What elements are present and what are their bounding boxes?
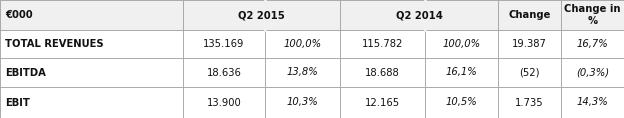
Text: Change in
%: Change in % (564, 4, 621, 26)
Text: Q2 2014: Q2 2014 (396, 10, 442, 20)
Text: (52): (52) (519, 67, 540, 78)
Text: 14,3%: 14,3% (577, 97, 608, 107)
Text: 16,7%: 16,7% (577, 39, 608, 49)
Bar (0, 58, 624, 87)
Text: 13,8%: 13,8% (286, 67, 318, 78)
Bar (0, 87, 624, 118)
Bar (0, 0, 624, 30)
Text: 10,5%: 10,5% (446, 97, 477, 107)
Text: 13.900: 13.900 (207, 97, 241, 107)
Text: TOTAL REVENUES: TOTAL REVENUES (5, 39, 104, 49)
Text: 1.735: 1.735 (515, 97, 544, 107)
Text: 100,0%: 100,0% (283, 39, 321, 49)
Text: 10,3%: 10,3% (286, 97, 318, 107)
Text: 18.688: 18.688 (365, 67, 400, 78)
Text: Q2 2015: Q2 2015 (238, 10, 285, 20)
Text: (0,3%): (0,3%) (576, 67, 609, 78)
Text: EBIT: EBIT (5, 97, 30, 107)
Text: 100,0%: 100,0% (442, 39, 480, 49)
Text: EBITDA: EBITDA (5, 67, 46, 78)
Text: €000: €000 (5, 10, 32, 20)
Text: 115.782: 115.782 (362, 39, 403, 49)
Text: 18.636: 18.636 (207, 67, 241, 78)
Text: 135.169: 135.169 (203, 39, 245, 49)
Text: Change: Change (509, 10, 551, 20)
Bar (0, 30, 624, 58)
Text: 12.165: 12.165 (365, 97, 400, 107)
Text: 16,1%: 16,1% (446, 67, 477, 78)
Text: 19.387: 19.387 (512, 39, 547, 49)
